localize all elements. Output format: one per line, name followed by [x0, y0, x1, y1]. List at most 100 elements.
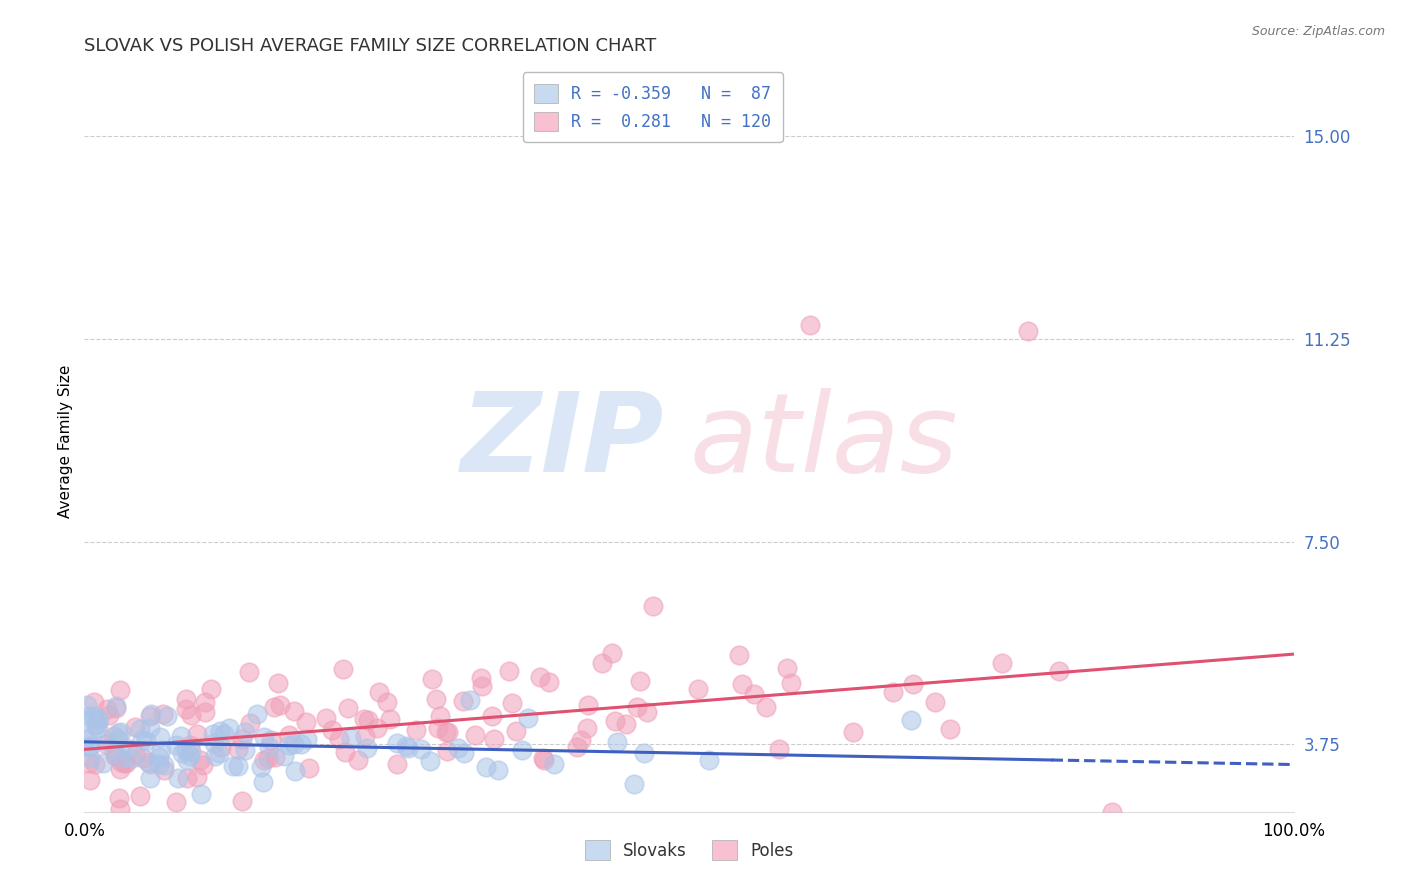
Point [139, 771, 162, 785]
Point [112, 756, 135, 771]
Point [152, 763, 174, 777]
Point [354, 729, 377, 743]
Point [174, 743, 197, 757]
Point [277, 738, 299, 752]
Point [616, 716, 638, 731]
Point [474, 760, 496, 774]
Point [605, 714, 627, 728]
Point [451, 694, 474, 708]
Point [842, 724, 865, 739]
Point [186, 727, 208, 741]
Point [186, 770, 208, 784]
Point [633, 747, 655, 761]
Point [180, 708, 202, 723]
Point [283, 737, 305, 751]
Point [76, 698, 98, 713]
Point [110, 724, 132, 739]
Point [107, 731, 129, 746]
Point [167, 771, 190, 785]
Point [176, 701, 198, 715]
Point [516, 711, 538, 725]
Point [269, 698, 291, 712]
Point [470, 671, 492, 685]
Point [103, 744, 125, 758]
Legend: Slovaks, Poles: Slovaks, Poles [578, 834, 800, 866]
Point [332, 662, 354, 676]
Point [165, 796, 187, 810]
Point [253, 753, 276, 767]
Point [201, 727, 224, 741]
Point [1017, 324, 1039, 338]
Point [79, 751, 101, 765]
Point [124, 747, 146, 761]
Point [419, 754, 441, 768]
Point [253, 730, 276, 744]
Point [284, 764, 307, 779]
Point [366, 721, 388, 735]
Point [378, 712, 401, 726]
Point [510, 742, 533, 756]
Point [429, 709, 451, 723]
Point [628, 673, 651, 688]
Point [96, 737, 118, 751]
Point [115, 740, 138, 755]
Point [79, 772, 101, 787]
Point [799, 318, 821, 333]
Point [297, 731, 319, 746]
Text: Source: ZipAtlas.com: Source: ZipAtlas.com [1251, 25, 1385, 38]
Point [96, 702, 118, 716]
Point [86, 716, 108, 731]
Point [501, 696, 523, 710]
Point [202, 736, 225, 750]
Point [464, 728, 486, 742]
Point [290, 737, 312, 751]
Point [396, 741, 419, 756]
Point [780, 676, 803, 690]
Point [385, 757, 408, 772]
Point [131, 733, 153, 747]
Point [149, 743, 172, 757]
Point [76, 731, 98, 746]
Point [204, 748, 226, 763]
Point [336, 701, 359, 715]
Point [180, 744, 202, 758]
Point [768, 742, 790, 756]
Point [482, 732, 505, 747]
Point [498, 664, 520, 678]
Point [226, 759, 249, 773]
Point [697, 753, 720, 767]
Text: ZIP: ZIP [461, 388, 665, 495]
Point [420, 672, 443, 686]
Point [900, 713, 922, 727]
Point [1047, 664, 1070, 678]
Point [132, 751, 155, 765]
Point [538, 675, 561, 690]
Point [91, 756, 114, 770]
Point [602, 646, 624, 660]
Point [77, 709, 100, 723]
Point [505, 724, 527, 739]
Point [991, 656, 1014, 670]
Point [77, 739, 100, 754]
Point [267, 676, 290, 690]
Point [149, 731, 172, 745]
Point [104, 699, 127, 714]
Point [226, 741, 249, 756]
Point [200, 681, 222, 696]
Point [166, 738, 188, 752]
Point [129, 789, 152, 803]
Point [531, 751, 554, 765]
Point [447, 741, 470, 756]
Point [108, 790, 131, 805]
Point [264, 749, 287, 764]
Point [356, 740, 378, 755]
Point [283, 704, 305, 718]
Point [104, 749, 127, 764]
Point [437, 725, 460, 739]
Point [394, 739, 416, 754]
Point [212, 727, 235, 741]
Point [93, 733, 115, 747]
Text: atlas: atlas [689, 388, 957, 495]
Point [636, 705, 658, 719]
Point [104, 748, 127, 763]
